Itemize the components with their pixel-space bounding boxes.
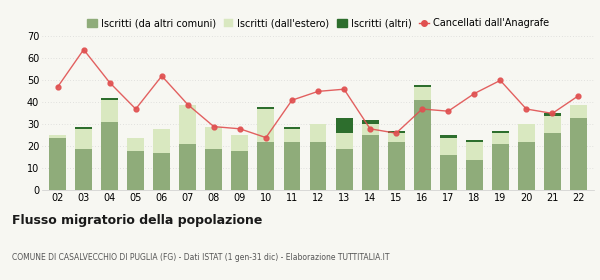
Bar [544,116,561,133]
Bar [362,124,379,136]
Bar [232,151,248,190]
Bar [101,100,118,122]
Bar [101,98,118,100]
Bar [413,85,431,87]
Bar [101,122,118,190]
Bar [75,149,92,190]
Bar [544,133,561,190]
Bar [440,155,457,190]
Bar [440,136,457,137]
Bar [413,87,431,100]
Bar [49,137,66,190]
Bar [440,137,457,155]
Bar [310,124,326,142]
Bar [518,142,535,190]
Bar [179,105,196,144]
Bar [362,136,379,190]
Bar [570,105,587,118]
Bar [466,160,482,190]
Bar [127,137,144,151]
Bar [75,129,92,149]
Bar [154,153,170,190]
Bar [388,142,404,190]
Bar [492,133,509,144]
Bar [232,136,248,151]
Bar [388,133,404,142]
Bar [335,133,353,149]
Bar [492,144,509,190]
Text: COMUNE DI CASALVECCHIO DI PUGLIA (FG) - Dati ISTAT (1 gen-31 dic) - Elaborazione: COMUNE DI CASALVECCHIO DI PUGLIA (FG) - … [12,253,389,262]
Legend: Iscritti (da altri comuni), Iscritti (dall'estero), Iscritti (altri), Cancellati: Iscritti (da altri comuni), Iscritti (da… [87,18,549,29]
Bar [284,142,301,190]
Bar [335,118,353,133]
Bar [466,140,482,142]
Bar [362,120,379,124]
Bar [179,144,196,190]
Bar [466,142,482,160]
Bar [413,100,431,190]
Bar [518,124,535,142]
Bar [544,113,561,116]
Bar [335,149,353,190]
Text: Flusso migratorio della popolazione: Flusso migratorio della popolazione [12,214,262,227]
Bar [310,142,326,190]
Bar [205,149,223,190]
Bar [154,129,170,153]
Bar [75,127,92,129]
Bar [388,131,404,133]
Bar [257,142,274,190]
Bar [127,151,144,190]
Bar [284,129,301,142]
Bar [257,109,274,142]
Bar [570,118,587,190]
Bar [49,136,66,137]
Bar [257,107,274,109]
Bar [492,131,509,133]
Bar [205,127,223,149]
Bar [284,127,301,129]
